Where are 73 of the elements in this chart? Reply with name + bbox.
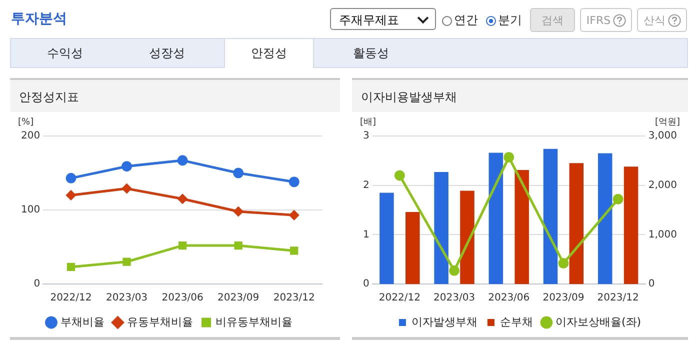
bar	[406, 212, 420, 284]
bar	[380, 192, 394, 284]
y-tick-label: 1	[362, 229, 370, 240]
point	[234, 206, 244, 216]
text: 안정성	[224, 38, 314, 68]
legend-label: 이자보상배율(좌)	[555, 315, 642, 328]
bar	[434, 172, 448, 284]
x-tick-label: 2023/06	[488, 292, 530, 304]
bar	[598, 153, 612, 284]
point	[612, 194, 624, 204]
text: 성장성	[148, 44, 186, 62]
point	[394, 170, 405, 181]
point	[66, 172, 76, 184]
bar	[624, 166, 638, 284]
y2-tick-label: 2,000	[648, 180, 678, 191]
bar	[488, 152, 504, 284]
x-tick-label: 2023/03	[106, 292, 148, 304]
y2-tick-label: 1,000	[648, 229, 678, 240]
text: 검색	[530, 8, 575, 32]
y-tick-label: 0	[362, 278, 370, 290]
legend-label: 유동부채비율	[126, 315, 193, 328]
y-tick-label: 2	[362, 180, 370, 191]
bar	[460, 190, 474, 284]
x-tick-label: 2023/09	[218, 292, 260, 304]
legend-label: 비유동부채비율	[215, 315, 292, 328]
y-tick-label: 3	[362, 130, 370, 142]
text: IFRS	[586, 14, 611, 26]
y-axis-title: [%]	[18, 117, 34, 128]
point	[177, 155, 188, 166]
text: 투자분석	[11, 10, 67, 28]
point	[288, 176, 300, 188]
bar	[543, 148, 558, 284]
x-tick-label: 2023/03	[433, 292, 476, 304]
legend-label: 이자발생부채	[411, 315, 478, 328]
x-tick-label: 2023/09	[542, 292, 584, 304]
point	[122, 184, 132, 194]
point	[178, 241, 187, 250]
text: 주재무제표	[330, 8, 436, 30]
x-tick-label: 2023/06	[162, 292, 204, 304]
point	[449, 265, 460, 276]
point	[66, 190, 76, 200]
bar	[569, 163, 584, 284]
y-axis-title: [배]	[360, 117, 376, 128]
text: 수익성	[46, 44, 84, 62]
chart-title: 이자비용발생부채	[352, 80, 688, 112]
y-tick-label: 0	[34, 278, 40, 290]
text: 산식	[644, 12, 666, 28]
point	[122, 258, 131, 266]
point	[290, 246, 298, 255]
point	[289, 210, 299, 220]
point	[504, 152, 514, 162]
y2-tick-label: 3,000	[648, 130, 678, 142]
legend-label: 부채비율	[60, 315, 104, 328]
point	[122, 161, 132, 172]
text: 연간	[454, 12, 478, 29]
point	[66, 262, 76, 272]
text: 활동성	[352, 44, 390, 62]
x-tick-label: 2023/12	[273, 292, 315, 304]
y2-tick-label: 0	[648, 278, 655, 290]
point	[234, 241, 242, 250]
x-tick-label: 2022/12	[50, 292, 92, 304]
point	[558, 258, 569, 269]
text: 분기	[498, 12, 522, 29]
point	[178, 194, 188, 204]
legend-label: 순부채	[500, 315, 533, 328]
point	[233, 168, 244, 178]
y2-axis-title: [억원]	[654, 117, 680, 128]
x-tick-label: 2022/12	[378, 292, 420, 304]
bar	[514, 170, 529, 284]
x-tick-label: 2023/12	[597, 292, 639, 304]
chart-title: 안정성지표	[10, 80, 340, 112]
y-tick-label: 100	[20, 204, 40, 216]
y-tick-label: 200	[20, 130, 40, 142]
